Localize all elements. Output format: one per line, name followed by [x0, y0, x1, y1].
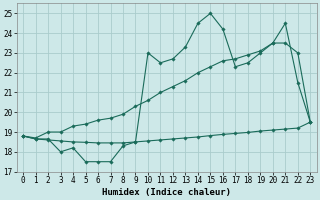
X-axis label: Humidex (Indice chaleur): Humidex (Indice chaleur) — [102, 188, 231, 197]
